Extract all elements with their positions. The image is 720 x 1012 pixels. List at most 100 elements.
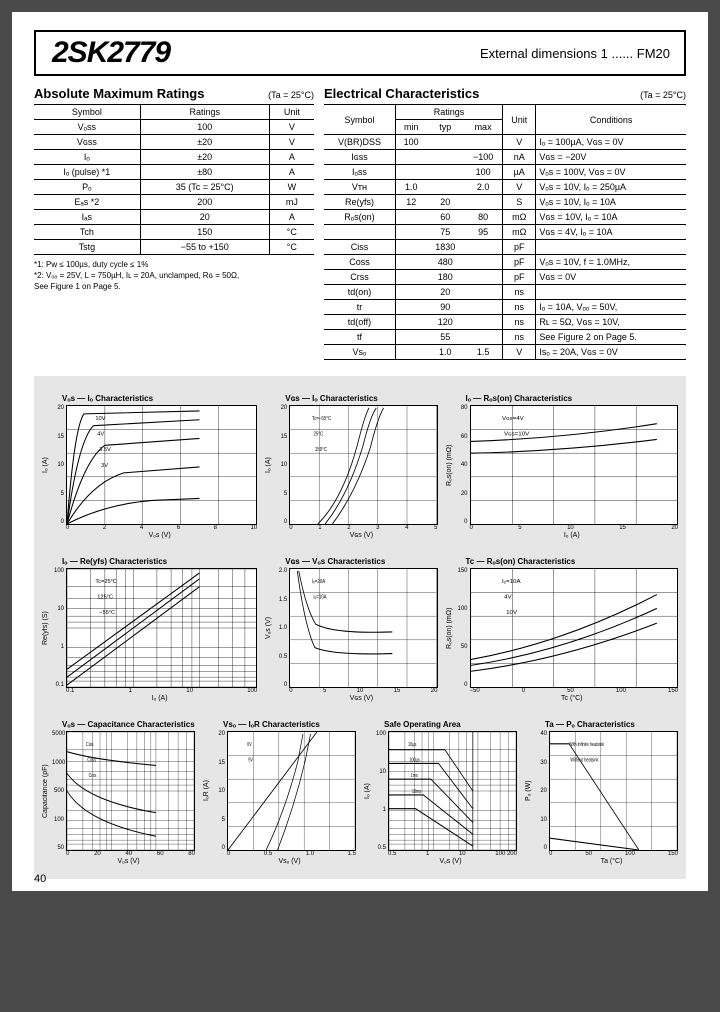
table-row: Tstg−55 to +150°C (34, 240, 314, 255)
y-ticks: 1001010.1 (52, 568, 66, 688)
y-ticks: 150100500 (456, 568, 470, 688)
plot-area: Iₒ=20AIₒ=10A (289, 568, 437, 688)
chart-title: Tc — Rₒs(on) Characteristics (446, 557, 679, 566)
x-axis-label: Vₒs (V) (42, 532, 257, 539)
y-ticks: 20151050 (213, 731, 227, 851)
plot-area: Iₒ=10A4V10V (470, 568, 679, 688)
plot-area: Tc=−55°C25°C150°C (289, 405, 437, 525)
table-row: td(off)120nsRʟ = 5Ω, Vɢs = 10V, (324, 315, 686, 330)
chart: Vsₒ — IₒR Characteristics IₒR (A) 201510… (203, 720, 356, 865)
table-row: Eₐs *2200mJ (34, 195, 314, 210)
svg-text:Iₒ=20A: Iₒ=20A (312, 578, 326, 585)
table-row: V(BR)DSS100VIₒ = 100µA, Vɢs = 0V (324, 135, 686, 150)
table-row: Coss480pFVₒs = 10V, f = 1.0MHz, (324, 255, 686, 270)
table-row: tr90nsIₒ = 10A, Vₒₒ = 50V, (324, 300, 686, 315)
table-row: Iₒ±20A (34, 150, 314, 165)
table-row: Iₒss100µAVₒs = 100V, Vɢs = 0V (324, 165, 686, 180)
table-row: Rₒs(on)6080mΩVɢs = 10V, Iₒ = 10A (324, 210, 686, 225)
y-axis-label: Re(yfs) (S) (42, 568, 52, 688)
page-number: 40 (34, 873, 46, 885)
svg-text:10V: 10V (506, 610, 517, 616)
svg-text:10ms: 10ms (412, 788, 422, 795)
y-ticks: 20151050 (275, 405, 289, 525)
y-axis-label: Pₒ (W) (525, 731, 535, 851)
svg-text:Ciss: Ciss (86, 741, 94, 748)
part-number: 2SK2779 (36, 36, 369, 70)
svg-text:0V: 0V (247, 741, 252, 748)
svg-text:5V: 5V (248, 757, 253, 764)
chart-title: Ta — Pₒ Characteristics (525, 720, 678, 729)
x-axis-label: Vₒs (V) (42, 858, 195, 865)
table-row: Vɢss±20V (34, 135, 314, 150)
x-axis-label: Ta (°C) (525, 858, 678, 865)
col-conditions: Conditions (536, 105, 686, 135)
table-row: Tch150°C (34, 225, 314, 240)
x-axis-label: Iₒ (A) (446, 532, 679, 539)
table-row: Pₒ35 (Tc = 25°C)W (34, 180, 314, 195)
svg-text:−55°C: −55°C (99, 610, 115, 616)
chart: Iₒ — Re(yfs) Characteristics Re(yfs) (S)… (42, 557, 257, 702)
plot-area: Ciss Coss Crss (66, 731, 195, 851)
abs-max-heading: Absolute Maximum Ratings (Ta = 25°C) (34, 86, 314, 101)
package-subtitle: External dimensions 1 ...... FM20 (369, 46, 684, 61)
x-ticks: 05101520 (446, 525, 679, 531)
col-symbol: Symbol (324, 105, 395, 135)
table-row: Crss180pFVɢs = 0V (324, 270, 686, 285)
y-ticks: 1001010.5 (374, 731, 388, 851)
chart-title: Vɢs — Vₒs Characteristics (265, 557, 437, 566)
plot-area: 0V 5V (227, 731, 356, 851)
x-ticks: 00.51.01.5 (203, 851, 356, 857)
chart-title: Vₒs — Capacitance Characteristics (42, 720, 195, 729)
table-row: 7595mΩVɢs = 4V, Iₒ = 10A (324, 225, 686, 240)
table-row: Vₒss100V (34, 120, 314, 135)
y-ticks: 5000100050010050 (52, 731, 66, 851)
y-ticks: 806040200 (456, 405, 470, 525)
svg-text:Crss: Crss (89, 772, 97, 779)
elec-table: Symbol Ratings Unit Conditions min typ m… (324, 104, 686, 360)
chart-title: Iₒ — Re(yfs) Characteristics (42, 557, 257, 566)
y-axis-label: Rₒs(on) (mΩ) (446, 568, 456, 688)
svg-text:4V: 4V (97, 431, 104, 437)
plot-area: 10µs100µs1ms10ms (388, 731, 517, 851)
col-max: max (464, 120, 503, 135)
charts-panel: Vₒs — Iₒ Characteristics Iₒ (A) 20151050… (34, 376, 686, 879)
y-axis-label: IₒR (A) (203, 731, 213, 851)
chart-title: Vsₒ — IₒR Characteristics (203, 720, 356, 729)
datasheet-page: 2SK2779 External dimensions 1 ...... FM2… (12, 12, 708, 891)
svg-text:Vɢs=10V: Vɢs=10V (504, 432, 529, 438)
chart: Iₒ — Rₒs(on) Characteristics Rₒs(on) (mΩ… (446, 394, 679, 539)
table-row: tf55nsSee Figure 2 on Page 5. (324, 330, 686, 345)
y-axis-label: Iₒ (A) (265, 405, 275, 525)
chart-title: Vɢs — Iₒ Characteristics (265, 394, 437, 403)
chart-title: Safe Operating Area (364, 720, 517, 729)
table-row: Re(yfs)1220SVₒs = 10V, Iₒ = 10A (324, 195, 686, 210)
y-axis-label: Iₒ (A) (42, 405, 52, 525)
y-ticks: 403020100 (535, 731, 549, 851)
col-ratings: Ratings (395, 105, 502, 120)
chart: Vɢs — Iₒ Characteristics Iₒ (A) 20151050… (265, 394, 437, 539)
table-row: Iₐs20A (34, 210, 314, 225)
svg-text:4V: 4V (504, 595, 512, 601)
svg-text:Tc=25°C: Tc=25°C (95, 579, 117, 585)
svg-text:With infinite heatsink: With infinite heatsink (569, 741, 604, 748)
x-ticks: 0.1110100 (42, 688, 257, 694)
abs-max-footnotes: *1: Pw ≤ 100µs, duty cycle ≤ 1%*2: Vₒₒ =… (34, 260, 314, 292)
svg-text:150°C: 150°C (315, 447, 327, 454)
col-min: min (395, 120, 426, 135)
table-row: Iɢss−100nAVɢs = −20V (324, 150, 686, 165)
abs-col: Ratings (140, 105, 269, 120)
chart-title: Vₒs — Iₒ Characteristics (42, 394, 257, 403)
x-axis-label: Vɢs (V) (265, 695, 437, 702)
svg-text:10µs: 10µs (408, 741, 417, 748)
chart: Vₒs — Iₒ Characteristics Iₒ (A) 20151050… (42, 394, 257, 539)
abs-col: Unit (269, 105, 314, 120)
x-axis-label: Vsₒ (V) (203, 858, 356, 865)
table-row: td(on)20ns (324, 285, 686, 300)
x-ticks: 05101520 (265, 688, 437, 694)
svg-text:Coss: Coss (87, 757, 96, 764)
y-axis-label: Capacitance (pF) (42, 731, 52, 851)
chart: Vɢs — Vₒs Characteristics Vₒs (V) 2.01.5… (265, 557, 437, 702)
plot-area: With infinite heatsinkWithout heatsink (549, 731, 678, 851)
plot-area: Vɢs=4VVɢs=10V (470, 405, 679, 525)
chart: Vₒs — Capacitance Characteristics Capaci… (42, 720, 195, 865)
